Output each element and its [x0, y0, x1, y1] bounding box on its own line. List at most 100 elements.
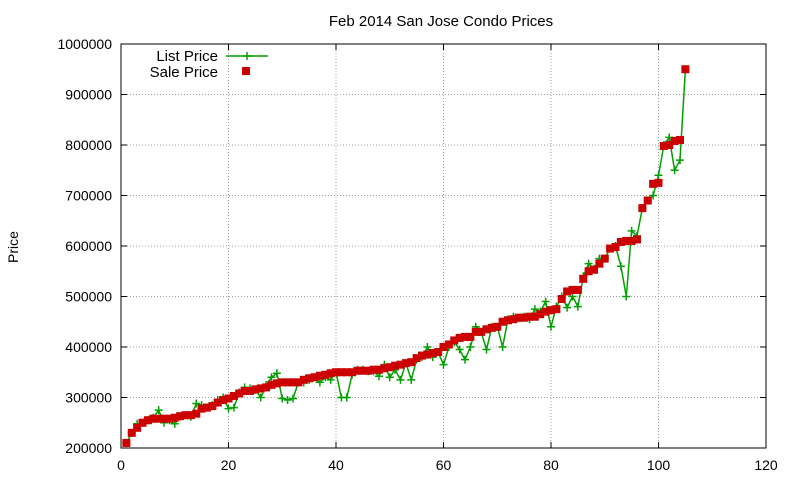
sale-price-point [267, 380, 276, 389]
sale-price-point [251, 385, 260, 394]
sale-price-point [192, 409, 201, 418]
sale-price-point [595, 259, 604, 268]
list-price-point [676, 156, 684, 165]
sale-price-point [127, 428, 136, 437]
sale-price-point [348, 368, 357, 377]
list-price-point [224, 404, 233, 413]
sale-price-point [530, 312, 539, 321]
sale-price-point [606, 244, 615, 253]
sale-price-point [396, 360, 405, 369]
sale-price-point [289, 378, 297, 387]
sale-price-point [138, 418, 147, 427]
sale-price-point [466, 332, 475, 341]
list-price-point [547, 322, 555, 331]
sale-price-point [461, 332, 469, 341]
series-layer [122, 65, 690, 447]
list-price-point [466, 343, 475, 351]
list-price-point [278, 394, 287, 403]
sale-price-point [219, 396, 228, 405]
sale-price-point [283, 378, 292, 387]
sale-price-point [229, 391, 238, 400]
sale-price-point [332, 368, 340, 377]
x-tick-label: 60 [436, 457, 452, 473]
x-tick-label: 80 [543, 457, 559, 473]
sale-price-point [122, 438, 131, 447]
sale-price-point [337, 368, 346, 377]
legend-label-sale-price: Sale Price [150, 64, 218, 81]
y-tick-label: 800000 [65, 137, 112, 153]
sale-price-point [493, 322, 502, 331]
sale-price-point [143, 416, 152, 425]
list-price-point [342, 393, 351, 402]
y-tick-label: 300000 [65, 390, 112, 406]
axis-ticks: 0 20 40 60 80 100 120 200000 300000 400000 500000 6… [57, 36, 777, 473]
sale-price-point [552, 305, 561, 314]
list-price-point [670, 166, 679, 175]
sale-price-point [622, 236, 631, 245]
sale-price-point [240, 386, 249, 395]
y-tick-label: 200000 [65, 440, 112, 456]
sale-price-point [477, 327, 486, 336]
sale-price-point [573, 285, 582, 294]
sale-price-point [590, 265, 598, 274]
sale-price-point [643, 196, 652, 205]
list-price-point [439, 360, 448, 369]
sale-price-point [568, 285, 577, 294]
y-tick-label: 500000 [65, 289, 112, 305]
list-price-point [482, 345, 491, 354]
y-axis-label: Price [5, 231, 21, 263]
sale-price-point [547, 306, 555, 315]
sale-price-point [584, 267, 593, 276]
sale-price-point [665, 141, 674, 149]
sale-price-point [525, 312, 534, 321]
sale-price-point [203, 403, 211, 412]
list-price-point [627, 226, 636, 235]
x-tick-label: 0 [117, 457, 125, 473]
sale-price-point [154, 414, 163, 423]
sale-price-point [165, 414, 174, 423]
list-price-point [461, 355, 469, 364]
list-price-point [530, 305, 539, 314]
sale-price-point [149, 414, 158, 423]
sale-price-point [450, 336, 459, 345]
list-price-point [385, 373, 394, 382]
sale-price-point [294, 378, 303, 387]
sale-price-point [305, 374, 314, 383]
sale-price-point [439, 343, 448, 351]
sale-price-point [262, 383, 271, 392]
sale-price-point [186, 411, 195, 420]
sale-price-point [380, 364, 389, 373]
sale-price-point [676, 135, 684, 144]
sale-price-point [659, 142, 668, 151]
sale-price-point [423, 350, 432, 359]
sale-price-point [514, 313, 523, 322]
list-price-point [256, 393, 265, 402]
sale-price-point [407, 358, 416, 367]
y-tick-label: 1000000 [57, 36, 112, 52]
list-price-point [654, 171, 663, 180]
list-price-point [154, 406, 163, 415]
sale-price-point [627, 236, 636, 245]
sale-price-point [375, 365, 383, 374]
sale-price-point [616, 237, 625, 246]
list-price-point [616, 262, 625, 271]
sale-price-point [579, 274, 588, 283]
legend-swatch-sale-price [242, 67, 250, 75]
list-price-point [272, 369, 281, 378]
sale-price-point [197, 404, 206, 413]
sale-price-point [391, 361, 400, 370]
sale-price-point [428, 349, 437, 358]
x-tick-label: 120 [754, 457, 778, 473]
plot-frame [120, 43, 767, 449]
list-price-point [407, 375, 416, 384]
list-price-point [541, 297, 550, 306]
sale-price-point [224, 394, 233, 403]
sale-price-point [520, 313, 529, 322]
sale-price-point [315, 371, 324, 380]
sale-price-point [176, 412, 185, 421]
sale-price-point [208, 402, 217, 411]
y-tick-label: 700000 [65, 188, 112, 204]
sale-price-point [444, 340, 453, 349]
sale-price-point [369, 365, 378, 374]
